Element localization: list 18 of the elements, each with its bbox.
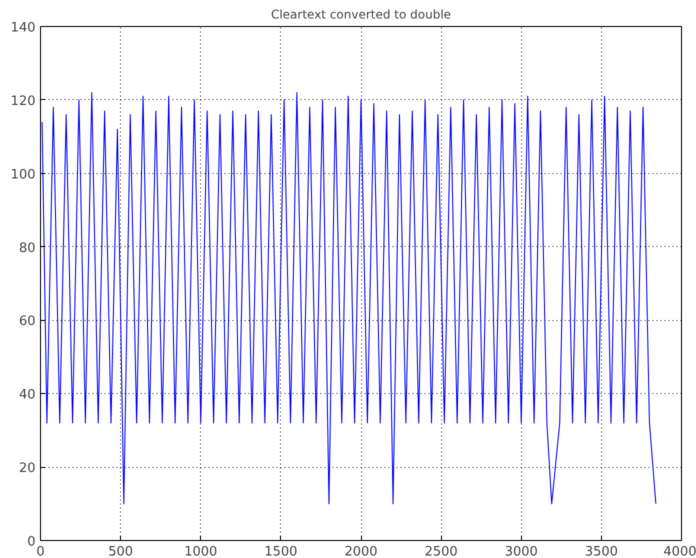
y-tick-label: 40: [18, 388, 36, 403]
y-tick-label: 140: [10, 20, 36, 36]
x-tick-label: 3000: [504, 544, 538, 558]
x-tick-label: 500: [108, 544, 134, 558]
x-tick-label: 4000: [663, 544, 696, 558]
y-tick-label: 100: [10, 167, 36, 182]
x-tick-label: 1000: [184, 544, 218, 558]
y-tick-label: 60: [18, 314, 36, 330]
line-series: [42, 92, 656, 504]
x-tick-label: 3500: [584, 544, 618, 558]
chart-title: Cleartext converted to double: [270, 8, 452, 22]
x-tick-label: 1500: [264, 544, 298, 558]
y-tick-label: 80: [18, 240, 36, 256]
x-tick-label: 2500: [424, 544, 458, 558]
y-tick-label: 20: [18, 461, 36, 476]
x-tick-label: 2000: [344, 544, 378, 558]
y-tick-label: 120: [10, 94, 36, 109]
x-tick-label: 0: [36, 544, 45, 558]
